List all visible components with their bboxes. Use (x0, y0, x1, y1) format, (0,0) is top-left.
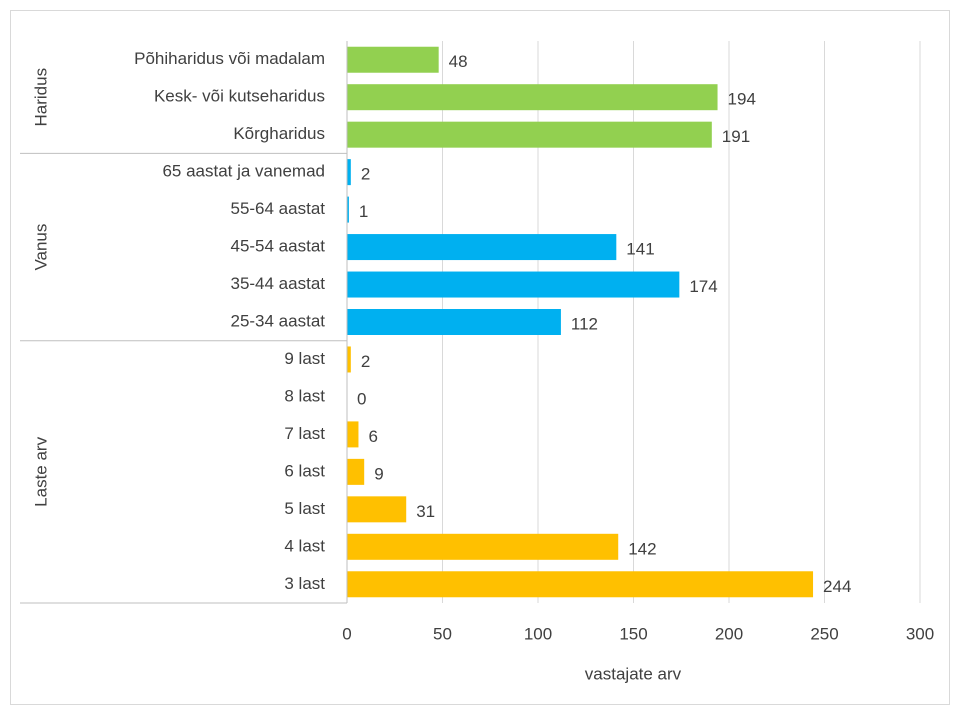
data-label: 244 (823, 577, 851, 596)
x-tick-label: 150 (619, 624, 647, 643)
data-label: 1 (359, 202, 368, 221)
y-tick-label: 25-34 aastat (230, 311, 325, 330)
y-tick-label: Kesk- või kutseharidus (154, 87, 325, 106)
bar (347, 496, 407, 523)
y-tick-label: Põhiharidus või madalam (134, 49, 325, 68)
bar (347, 458, 365, 485)
y-tick-label: 45-54 aastat (230, 237, 325, 256)
bar (347, 46, 439, 73)
y-tick-label: Kõrgharidus (233, 124, 325, 143)
data-label: 141 (626, 240, 654, 259)
chart-border (10, 10, 950, 705)
data-label: 174 (689, 277, 717, 296)
x-tick-label: 0 (342, 624, 351, 643)
x-tick-label: 250 (810, 624, 838, 643)
data-label: 112 (571, 314, 598, 333)
bar (347, 346, 351, 373)
data-label: 31 (416, 502, 435, 521)
data-label: 9 (374, 464, 383, 483)
data-label: 2 (361, 165, 370, 184)
y-tick-label: 4 last (284, 536, 325, 555)
x-tick-label: 100 (524, 624, 552, 643)
x-tick-label: 50 (433, 624, 452, 643)
bar (347, 421, 359, 448)
y-tick-label: 8 last (284, 386, 325, 405)
y-tick-label: 3 last (284, 574, 325, 593)
data-label: 194 (728, 90, 756, 109)
y-tick-label: 7 last (284, 424, 325, 443)
x-tick-label: 200 (715, 624, 743, 643)
bar (347, 533, 619, 560)
data-label: 6 (368, 427, 377, 446)
bar (347, 84, 718, 111)
y-tick-label: 65 aastat ja vanemad (162, 162, 325, 181)
data-label: 191 (722, 127, 750, 146)
bar (347, 234, 617, 261)
group-label: Haridus (31, 68, 50, 127)
data-label: 48 (449, 52, 468, 71)
data-label: 2 (361, 352, 370, 371)
y-tick-label: 9 last (284, 349, 325, 368)
bar (347, 571, 814, 598)
y-tick-label: 6 last (284, 461, 325, 480)
bar (347, 121, 712, 148)
group-label: Laste arv (31, 436, 50, 506)
bar (347, 196, 349, 223)
data-label: 142 (628, 539, 656, 558)
y-tick-label: 5 last (284, 499, 325, 518)
y-tick-label: 55-64 aastat (230, 199, 325, 218)
y-tick-label: 35-44 aastat (230, 274, 325, 293)
x-axis-label: vastajate arv (585, 664, 682, 683)
group-label: Vanus (31, 224, 50, 271)
x-tick-label: 300 (906, 624, 934, 643)
bar (347, 309, 561, 335)
bar (347, 159, 351, 186)
bar (347, 271, 680, 298)
data-label: 0 (357, 389, 366, 408)
